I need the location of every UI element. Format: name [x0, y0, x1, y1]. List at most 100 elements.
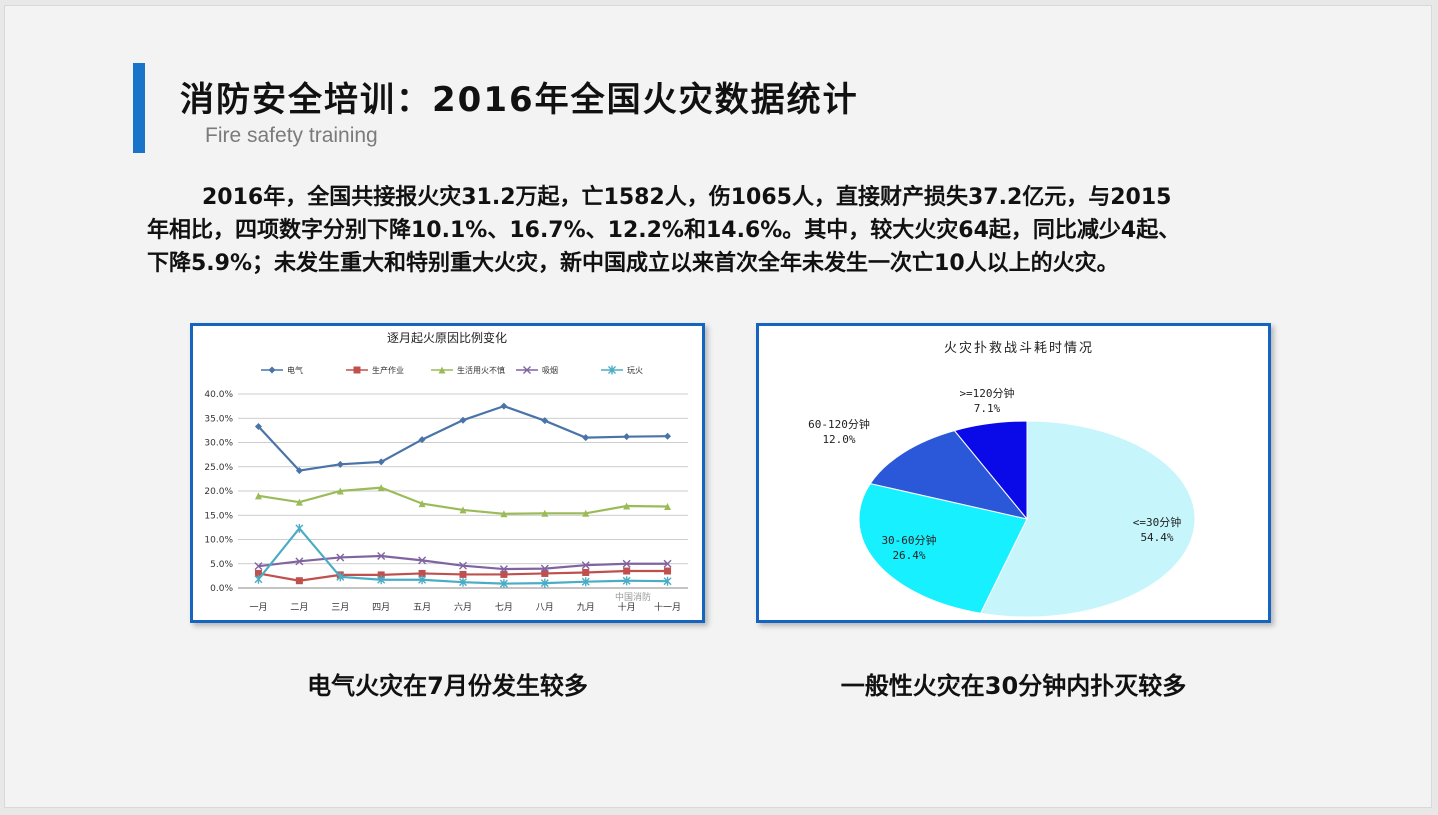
- data-point: [540, 578, 549, 588]
- x-tick-label: 十月: [618, 601, 636, 613]
- data-point: [459, 561, 467, 570]
- legend-marker: [438, 366, 446, 374]
- data-point: [459, 416, 467, 424]
- x-tick-label: 九月: [577, 602, 595, 613]
- data-point: [418, 436, 426, 444]
- data-point: [500, 402, 508, 410]
- data-point: [295, 498, 303, 506]
- x-tick-label: 六月: [454, 601, 472, 613]
- series: [254, 402, 672, 475]
- title-accent-bar: [133, 63, 145, 153]
- data-point: [500, 570, 508, 578]
- pie-slice: [979, 420, 1196, 618]
- legend-marker: [268, 366, 276, 374]
- summary-paragraph: 2016年，全国共接报火灾31.2万起，亡1582人，伤1065人，直接财产损失…: [147, 181, 1347, 280]
- x-tick-label: 七月: [495, 602, 513, 613]
- data-point: [459, 506, 467, 514]
- data-point: [540, 564, 549, 573]
- data-point: [295, 523, 304, 533]
- data-point: [582, 568, 590, 576]
- data-point: [663, 576, 672, 586]
- series: [254, 523, 672, 589]
- data-point: [377, 484, 385, 492]
- y-tick-label: 20.0%: [204, 487, 233, 497]
- data-point: [581, 577, 590, 587]
- data-point: [623, 433, 631, 441]
- y-tick-label: 35.0%: [204, 414, 233, 424]
- y-tick-label: 30.0%: [204, 439, 233, 449]
- slice-label: >=120分钟: [959, 386, 1014, 400]
- data-point: [336, 460, 344, 468]
- pie-slice: [858, 483, 1028, 614]
- slice-value: 12.0%: [822, 433, 855, 446]
- data-point: [254, 569, 262, 577]
- data-point: [418, 569, 426, 577]
- x-tick-label: 一月: [249, 602, 267, 613]
- summary-line-2: 年相比，四项数字分别下降10.1%、16.7%、12.2%和14.6%。其中，较…: [147, 218, 1181, 243]
- legend-label: 吸烟: [542, 366, 558, 375]
- caption-left: 电气火灾在7月份发生较多: [307, 672, 588, 700]
- x-tick-label: 二月: [290, 602, 308, 613]
- legend-label: 玩火: [627, 366, 643, 375]
- data-point: [623, 502, 631, 510]
- legend-label: 生活用火不慎: [457, 365, 505, 375]
- y-tick-label: 40.0%: [204, 390, 233, 400]
- legend-marker: [523, 366, 531, 374]
- data-point: [622, 576, 631, 586]
- data-point: [418, 500, 426, 508]
- data-point: [500, 510, 508, 518]
- data-point: [377, 575, 386, 585]
- data-point: [336, 572, 345, 582]
- data-point: [664, 432, 672, 440]
- data-point: [622, 559, 631, 568]
- y-tick-label: 0.0%: [210, 584, 233, 594]
- data-point: [541, 509, 549, 517]
- y-tick-label: 25.0%: [204, 463, 233, 473]
- pie-chart-title: 火灾扑救战斗耗时情况: [944, 340, 1094, 356]
- slice-value: 54.4%: [1140, 531, 1173, 544]
- line-chart-panel: 逐月起火原因比例变化电气 生产作业 生活用火不慎 吸烟 玩火 0.0% 5.0% 10.0% 1…: [190, 323, 705, 623]
- data-point: [295, 577, 303, 585]
- line-chart-title: 逐月起火原因比例变化: [387, 330, 507, 345]
- data-point: [418, 575, 427, 585]
- data-point: [459, 570, 467, 578]
- data-point: [582, 509, 590, 517]
- pie-slice: [953, 420, 1028, 521]
- slice-value: 7.1%: [974, 402, 1001, 415]
- legend-marker: [353, 366, 361, 374]
- y-tick-label: 10.0%: [204, 536, 233, 546]
- x-tick-label: 八月: [536, 602, 554, 613]
- summary-line-1: 2016年，全国共接报火灾31.2万起，亡1582人，伤1065人，直接财产损失…: [202, 185, 1172, 210]
- data-point: [499, 565, 508, 574]
- slide-title: 消防安全培训：2016年全国火灾数据统计: [180, 80, 859, 120]
- x-tick-label: 十一月: [654, 601, 681, 613]
- series: [254, 567, 672, 585]
- data-point: [459, 577, 467, 587]
- caption-right: 一般性火灾在30分钟内扑灭较多: [840, 672, 1187, 700]
- x-tick-label: 五月: [413, 602, 431, 613]
- data-point: [499, 579, 508, 589]
- pie-chart: 火灾扑救战斗耗时情况 <=30分钟 54.4% 30-60分钟 26.4% 60-120分…: [808, 340, 1196, 618]
- data-point: [254, 574, 263, 584]
- pie-slice: [869, 430, 1029, 520]
- data-point: [541, 569, 549, 577]
- data-point: [377, 551, 386, 560]
- legend-label: 生产作业: [372, 365, 404, 375]
- data-point: [664, 503, 672, 511]
- data-point: [664, 567, 672, 575]
- data-point: [581, 561, 590, 570]
- y-tick-label: 5.0%: [210, 560, 233, 570]
- pie-chart-panel: 火灾扑救战斗耗时情况 <=30分钟 54.4% 30-60分钟 26.4% 60-120分…: [756, 323, 1271, 623]
- data-point: [541, 417, 549, 425]
- data-point: [663, 559, 672, 568]
- data-point: [336, 553, 345, 562]
- series-line: [257, 404, 668, 472]
- summary-line-3: 下降5.9%；未发生重大和特别重大火灾，新中国成立以来首次全年未发生一次亡10人…: [147, 251, 1119, 276]
- slice-value: 26.4%: [892, 549, 925, 562]
- x-tick-label: 四月: [372, 602, 390, 613]
- y-tick-label: 15.0%: [204, 511, 233, 521]
- series: [254, 484, 672, 518]
- legend-label: 电气: [287, 365, 303, 375]
- series-line: [258, 554, 668, 571]
